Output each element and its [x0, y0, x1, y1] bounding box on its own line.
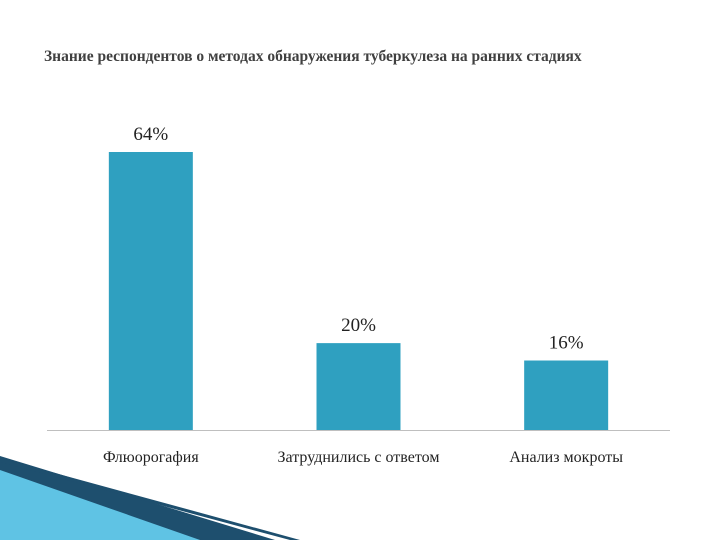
bars-layer — [108, 152, 609, 430]
x-tick-labels-layer: Флюорогафия Затруднились с ответом Анализ … — [103, 449, 623, 466]
bar-3 — [524, 360, 609, 430]
x-tick-label-2: Затруднились с ответом — [278, 449, 440, 466]
data-label-1: 64% — [133, 124, 168, 145]
data-label-2: 20% — [341, 315, 376, 336]
data-label-3: 16% — [549, 333, 584, 354]
bar-1 — [108, 152, 193, 430]
x-tick-label-3: Анализ мокроты — [509, 449, 623, 466]
x-tick-label-1: Флюорогафия — [103, 449, 199, 466]
bar-2 — [316, 343, 401, 430]
decoration-stripe — [0, 458, 300, 540]
chart-title: Знание респондентов о методах обнаружени… — [44, 48, 582, 65]
decoration-light-wedge — [0, 470, 200, 540]
corner-decoration — [0, 456, 300, 540]
data-labels-layer: 64% 20% 16% — [133, 124, 583, 354]
